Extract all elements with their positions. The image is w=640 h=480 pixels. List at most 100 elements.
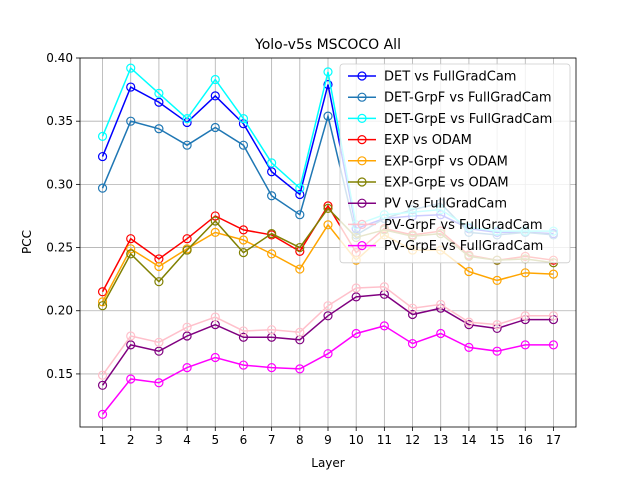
data-point (520, 311, 530, 321)
data-point (126, 82, 136, 92)
legend-item: EXP-GrpF vs ODAM (348, 154, 508, 169)
data-point (126, 331, 136, 341)
data-point (351, 328, 361, 339)
data-point (295, 210, 305, 220)
series-line (101, 293, 554, 386)
data-point (182, 234, 192, 244)
data-point (154, 88, 164, 98)
data-point (323, 311, 333, 321)
data-point (97, 131, 108, 141)
data-point (492, 320, 502, 330)
data-point (126, 244, 136, 254)
data-point (97, 370, 108, 380)
data-point (492, 275, 502, 286)
data-point (267, 249, 277, 259)
data-point (295, 264, 305, 274)
legend-label: EXP-GrpE vs ODAM (384, 176, 509, 191)
legend-swatch-marker (357, 156, 367, 166)
data-point (210, 216, 220, 226)
data-point (238, 225, 249, 235)
data-point (323, 349, 333, 359)
data-point (464, 317, 474, 327)
data-point (182, 331, 192, 341)
data-point (492, 346, 502, 356)
legend-item: DET-GrpE vs FullGradCam (348, 112, 552, 127)
data-point (323, 67, 333, 77)
data-point (323, 201, 333, 211)
legend-swatch-marker (357, 113, 367, 124)
legend-item: PV-GrpE vs FullGradCam (348, 239, 543, 254)
chart-title: Yolo-v5s MSCOCO All (254, 37, 401, 53)
series-7 (97, 289, 559, 390)
legend-label: EXP-GrpF vs ODAM (384, 154, 508, 169)
data-point (210, 74, 220, 85)
data-point (97, 380, 108, 390)
x-tick-label: 16 (518, 433, 533, 447)
x-tick-label: 15 (489, 433, 504, 447)
data-point (210, 352, 220, 363)
legend-swatch-marker (357, 241, 367, 251)
legend-swatch-marker (357, 219, 367, 229)
data-point (548, 340, 559, 350)
data-point (126, 340, 136, 350)
data-point (126, 374, 136, 384)
data-point (126, 116, 136, 126)
data-point (323, 79, 333, 90)
data-point (436, 328, 446, 339)
series-line (101, 223, 554, 303)
legend: DET vs FullGradCam DET-GrpF vs FullGradCa… (339, 63, 571, 264)
data-point (238, 114, 249, 124)
y-tick-label: 0.25 (46, 241, 73, 255)
data-point (323, 203, 333, 213)
series-line (101, 285, 554, 376)
y-tick-label: 0.20 (46, 304, 73, 318)
data-point (126, 234, 136, 244)
data-point (464, 266, 474, 277)
x-tick-label: 13 (433, 433, 448, 447)
data-point (520, 340, 530, 350)
data-point (407, 338, 418, 349)
data-point (182, 245, 192, 255)
data-point (267, 229, 277, 239)
legend-swatch-marker (357, 135, 367, 145)
x-tick-label: 4 (183, 433, 191, 447)
legend-label: PV vs FullGradCam (384, 197, 507, 212)
data-point (407, 309, 418, 320)
legend-label: PV-GrpF vs FullGradCam (384, 218, 543, 233)
data-point (182, 363, 192, 373)
legend-item: EXP-GrpE vs ODAM (348, 176, 509, 191)
x-tick-label: 7 (268, 433, 276, 447)
y-tick-label: 0.15 (46, 367, 73, 381)
series-8 (97, 282, 559, 380)
data-point (379, 321, 389, 331)
data-point (464, 320, 474, 330)
legend-label: PV-GrpE vs FullGradCam (384, 239, 543, 254)
legend-label: DET-GrpE vs FullGradCam (384, 112, 552, 127)
data-point (154, 97, 164, 107)
data-point (295, 327, 305, 337)
data-point (126, 63, 136, 73)
data-point (182, 114, 192, 124)
legend-label: DET-GrpF vs FullGradCam (384, 91, 552, 106)
axes-layer: 1 2 3 4 5 6 7 8 9 10 11 12 13 14 15 16 170.150.200.250.3… (46, 51, 577, 447)
x-axis-label: Layer (311, 456, 345, 470)
data-point (407, 303, 418, 313)
data-point (267, 325, 277, 335)
data-point (238, 326, 249, 336)
data-point (238, 248, 249, 258)
legend-label: DET vs FullGradCam (384, 70, 516, 85)
data-point (210, 312, 220, 322)
data-point (154, 277, 164, 287)
x-tick-label: 2 (127, 433, 135, 447)
data-point (97, 183, 108, 193)
x-tick-label: 5 (211, 433, 219, 447)
data-point (210, 91, 220, 101)
data-point (97, 151, 108, 162)
series-9 (97, 321, 559, 419)
data-point (267, 158, 277, 168)
data-point (351, 283, 361, 293)
legend-swatch-marker (357, 177, 367, 187)
data-point (464, 342, 474, 352)
legend-label: EXP vs ODAM (384, 133, 472, 148)
data-point (126, 249, 136, 259)
